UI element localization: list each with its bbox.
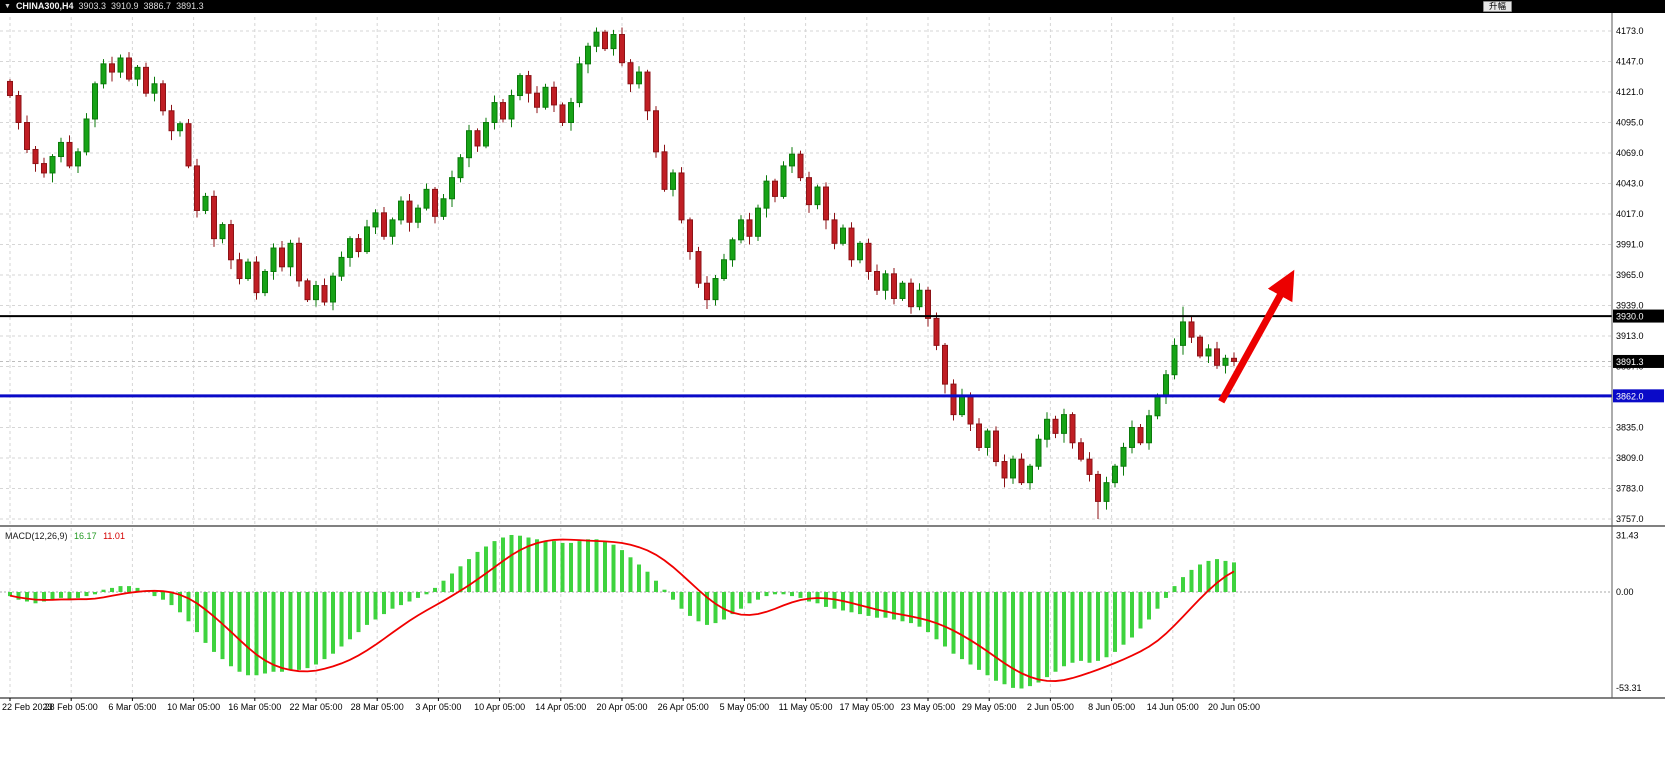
svg-text:5 May 05:00: 5 May 05:00 <box>720 702 770 712</box>
symbol-dropdown-icon[interactable]: ▼ <box>4 3 11 10</box>
svg-text:28 Mar 05:00: 28 Mar 05:00 <box>351 702 404 712</box>
svg-text:8 Jun 05:00: 8 Jun 05:00 <box>1088 702 1135 712</box>
chart-header-bar: ▼ CHINA300,H4 3903.3 3910.9 3886.7 3891.… <box>0 0 1665 13</box>
svg-text:16 Mar 05:00: 16 Mar 05:00 <box>228 702 281 712</box>
svg-text:4017.0: 4017.0 <box>1616 209 1644 219</box>
trend-arrow <box>1218 269 1295 404</box>
macd-layer <box>0 534 1612 689</box>
svg-text:14 Apr 05:00: 14 Apr 05:00 <box>535 702 586 712</box>
svg-text:14 Jun 05:00: 14 Jun 05:00 <box>1147 702 1199 712</box>
svg-text:4095.0: 4095.0 <box>1616 118 1644 128</box>
rise-button[interactable]: 升幅 <box>1482 1 1512 12</box>
svg-text:0.00: 0.00 <box>1616 587 1634 597</box>
svg-text:3891.3: 3891.3 <box>1616 357 1644 367</box>
svg-text:31.43: 31.43 <box>1616 530 1639 540</box>
macd-indicator-label: MACD(12,26,9) 16.17 11.01 <box>5 531 125 541</box>
svg-text:29 May 05:00: 29 May 05:00 <box>962 702 1017 712</box>
macd-signal-value: 11.01 <box>103 531 125 541</box>
svg-text:17 May 05:00: 17 May 05:00 <box>840 702 895 712</box>
svg-text:26 Apr 05:00: 26 Apr 05:00 <box>658 702 709 712</box>
chart-area[interactable]: 4173.0 4147.0 4121.0 4095.0 4069.0 4043.0 4017… <box>0 13 1665 765</box>
svg-text:3809.0: 3809.0 <box>1616 453 1644 463</box>
svg-text:-53.31: -53.31 <box>1616 683 1642 693</box>
quote-high: 3910.9 <box>111 1 139 11</box>
svg-text:4069.0: 4069.0 <box>1616 148 1644 158</box>
svg-text:23 May 05:00: 23 May 05:00 <box>901 702 956 712</box>
svg-text:4043.0: 4043.0 <box>1616 179 1644 189</box>
svg-text:20 Apr 05:00: 20 Apr 05:00 <box>596 702 647 712</box>
price-axis[interactable]: 4173.0 4147.0 4121.0 4095.0 4069.0 4043.0 4017… <box>1613 26 1664 693</box>
svg-text:11 May 05:00: 11 May 05:00 <box>779 702 833 712</box>
svg-text:20 Jun 05:00: 20 Jun 05:00 <box>1208 702 1260 712</box>
candles-layer <box>7 27 1237 520</box>
macd-label-text: MACD(12,26,9) <box>5 531 68 541</box>
svg-text:3913.0: 3913.0 <box>1616 331 1644 341</box>
svg-text:4121.0: 4121.0 <box>1616 87 1644 97</box>
svg-text:3930.0: 3930.0 <box>1616 312 1644 322</box>
macd-main-value: 16.17 <box>74 531 97 541</box>
svg-text:3991.0: 3991.0 <box>1616 240 1644 250</box>
svg-text:2 Jun 05:00: 2 Jun 05:00 <box>1027 702 1074 712</box>
pane-separators <box>0 13 1665 699</box>
grid-layer <box>0 17 1612 696</box>
svg-text:3783.0: 3783.0 <box>1616 484 1644 494</box>
svg-text:10 Mar 05:00: 10 Mar 05:00 <box>167 702 220 712</box>
symbol-timeframe-label: CHINA300,H4 <box>15 1 74 11</box>
quote-close: 3891.3 <box>176 1 204 11</box>
svg-text:4147.0: 4147.0 <box>1616 57 1644 67</box>
svg-text:4173.0: 4173.0 <box>1616 26 1644 36</box>
svg-text:3 Apr 05:00: 3 Apr 05:00 <box>415 702 461 712</box>
svg-text:3757.0: 3757.0 <box>1616 514 1644 524</box>
quote-low: 3886.7 <box>143 1 172 11</box>
level-lines-layer <box>0 315 1612 398</box>
svg-text:3965.0: 3965.0 <box>1616 270 1644 280</box>
quote-open: 3903.3 <box>78 1 106 11</box>
svg-text:3939.0: 3939.0 <box>1616 301 1644 311</box>
svg-text:3835.0: 3835.0 <box>1616 423 1644 433</box>
svg-text:28 Feb 05:00: 28 Feb 05:00 <box>45 702 98 712</box>
svg-text:22 Mar 05:00: 22 Mar 05:00 <box>289 702 342 712</box>
svg-text:6 Mar 05:00: 6 Mar 05:00 <box>108 702 156 712</box>
svg-text:22 Feb 2023: 22 Feb 2023 <box>2 702 53 712</box>
svg-text:3862.0: 3862.0 <box>1616 391 1644 401</box>
svg-text:10 Apr 05:00: 10 Apr 05:00 <box>474 702 525 712</box>
